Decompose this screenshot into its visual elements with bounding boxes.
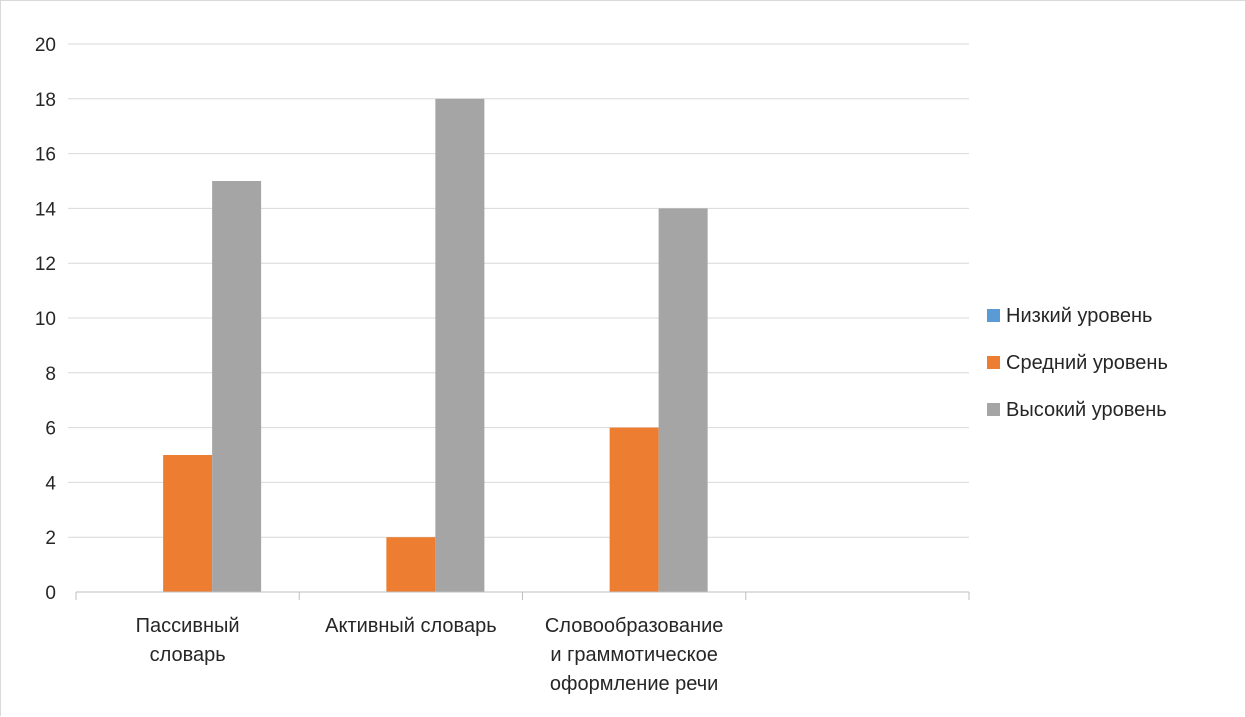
- x-category-label: Пассивный: [136, 615, 240, 637]
- y-tick-label: 20: [35, 35, 56, 56]
- y-tick-label: 14: [35, 199, 57, 220]
- bar: [386, 537, 436, 592]
- x-category-label: оформление речи: [550, 673, 718, 695]
- bars: [163, 98, 708, 593]
- y-tick-label: 8: [45, 364, 56, 385]
- bar: [435, 98, 485, 593]
- x-category-label: словарь: [150, 644, 226, 666]
- y-tick-label: 16: [35, 145, 56, 166]
- bar: [212, 181, 262, 592]
- y-tick-label: 18: [35, 90, 56, 111]
- x-category-label: и граммотическое: [550, 644, 718, 666]
- legend-swatch: [987, 403, 1000, 416]
- y-axis-tick-labels: 0 2 4 6 8 10 12 14 16 18 20: [35, 35, 57, 604]
- y-tick-label: 4: [45, 473, 56, 494]
- x-category-label: Словообразование: [545, 615, 724, 637]
- x-category-label: Активный словарь: [325, 615, 497, 637]
- y-tick-label: 12: [35, 254, 56, 275]
- legend-label: Средний уровень: [1006, 352, 1168, 374]
- x-axis: [75, 591, 970, 600]
- bar: [163, 455, 213, 592]
- x-axis-category-labels: Пассивный словарь Активный словарь Словообр…: [136, 615, 724, 695]
- legend-swatch: [987, 309, 1000, 322]
- legend: Низкий уровень Средний уровень Высокий уро…: [987, 305, 1168, 421]
- y-tick-label: 6: [45, 419, 56, 440]
- y-tick-label: 10: [35, 309, 56, 330]
- bar: [658, 208, 708, 592]
- legend-label: Высокий уровень: [1006, 399, 1167, 421]
- bar: [609, 427, 659, 592]
- y-tick-label: 2: [45, 528, 56, 549]
- y-tick-label: 0: [45, 583, 56, 604]
- legend-swatch: [987, 356, 1000, 369]
- legend-label: Низкий уровень: [1006, 305, 1152, 327]
